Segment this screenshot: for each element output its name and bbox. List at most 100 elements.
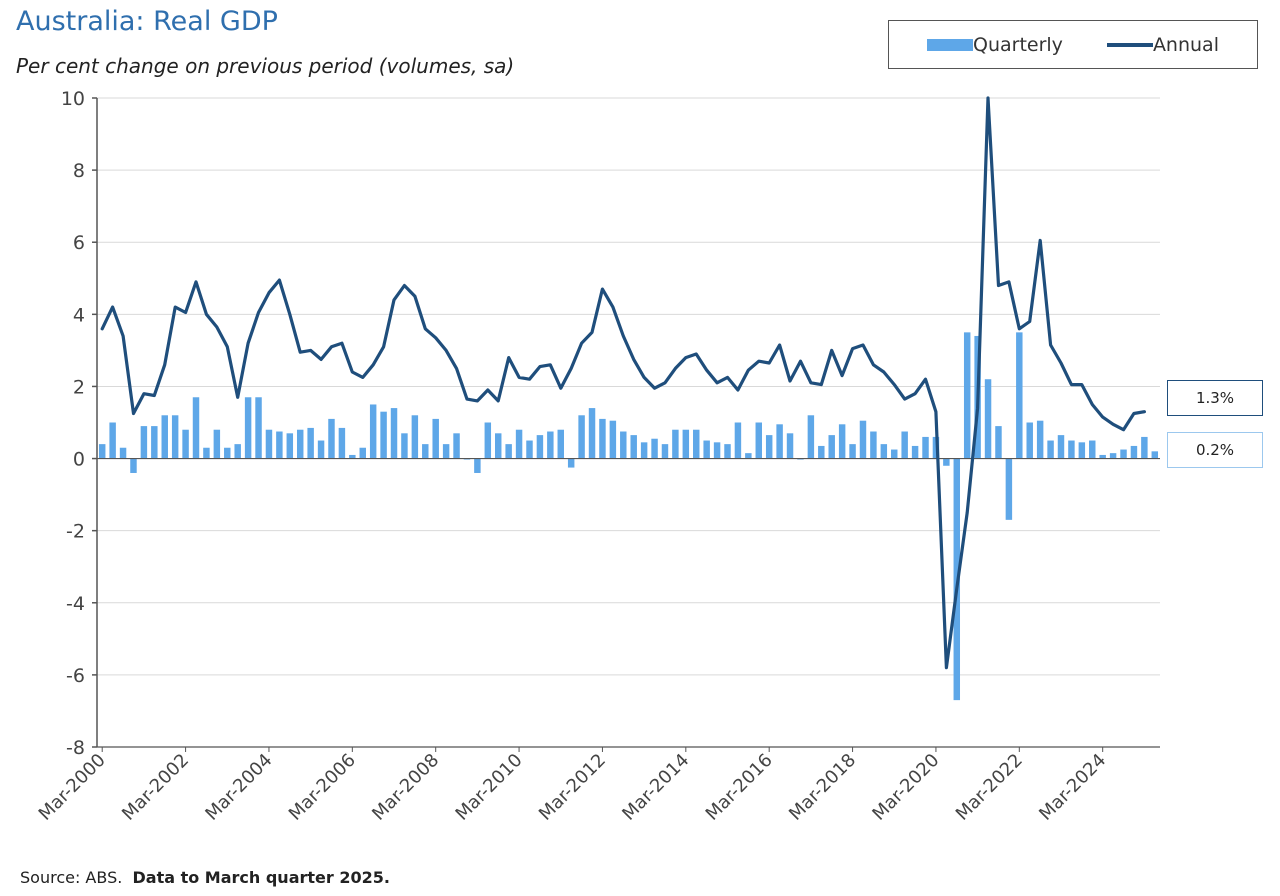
quarterly-bar bbox=[786, 433, 794, 459]
quarterly-bar bbox=[453, 433, 460, 459]
y-tick-label: 4 bbox=[73, 304, 85, 326]
quarterly-bar bbox=[755, 422, 763, 459]
quarterly-bar bbox=[296, 429, 304, 459]
quarterly-bar bbox=[807, 415, 815, 459]
x-tick-label: Mar-2004 bbox=[201, 750, 276, 825]
x-tick-label: Mar-2016 bbox=[702, 750, 777, 825]
quarterly-bar bbox=[265, 429, 273, 459]
quarterly-bar bbox=[422, 444, 429, 459]
quarterly-bar bbox=[401, 433, 408, 459]
quarterly-bar bbox=[1047, 440, 1054, 459]
quarterly-bar bbox=[588, 408, 596, 459]
quarterly-bar bbox=[1057, 435, 1065, 459]
quarterly-bar bbox=[276, 431, 283, 459]
quarterly-bar bbox=[317, 440, 325, 459]
quarterly-bar bbox=[369, 404, 377, 459]
quarterly-bar bbox=[651, 438, 658, 459]
quarterly-bar bbox=[505, 444, 512, 459]
chart-title: Australia: Real GDP bbox=[16, 6, 278, 37]
quarterly-bar bbox=[901, 431, 908, 459]
legend: Quarterly Annual bbox=[888, 20, 1258, 69]
quarterly-bar bbox=[1109, 453, 1117, 459]
quarterly-bar bbox=[724, 444, 731, 459]
quarterly-bar bbox=[515, 429, 523, 459]
quarterly-bar bbox=[672, 429, 679, 459]
x-tick-label: Mar-2014 bbox=[618, 750, 693, 825]
quarterly-bar bbox=[828, 435, 835, 459]
annual-line bbox=[100, 96, 1147, 670]
quarterly-bar bbox=[1036, 420, 1044, 459]
x-tick-label: Mar-2012 bbox=[535, 750, 610, 825]
x-tick-label: Mar-2008 bbox=[368, 750, 443, 825]
y-tick-label: 0 bbox=[73, 449, 85, 471]
legend-label-quarterly: Quarterly bbox=[973, 33, 1063, 56]
quarterly-bar bbox=[870, 431, 877, 459]
legend-bar-swatch-icon bbox=[927, 38, 973, 51]
quarterly-latest-callout: 0.2% bbox=[1167, 432, 1263, 468]
quarterly-bar bbox=[213, 429, 221, 459]
quarterly-bar bbox=[411, 415, 419, 459]
legend-item-quarterly: Quarterly bbox=[889, 34, 1063, 56]
quarterly-bar bbox=[880, 444, 888, 459]
quarterly-bar bbox=[640, 442, 648, 459]
x-tick-label: Mar-2000 bbox=[35, 750, 110, 825]
quarterly-bar bbox=[682, 429, 690, 459]
quarterly-bar bbox=[1089, 440, 1096, 459]
quarterly-bar bbox=[745, 453, 752, 459]
y-tick-label: 8 bbox=[73, 160, 85, 182]
quarterly-bar bbox=[818, 445, 825, 459]
quarterly-bar bbox=[1068, 440, 1075, 459]
quarterly-bar bbox=[1016, 332, 1023, 459]
quarterly-bar bbox=[1005, 458, 1013, 520]
quarterly-bar bbox=[578, 415, 585, 459]
y-tick-label: -8 bbox=[66, 737, 85, 759]
quarterly-bar bbox=[620, 431, 627, 459]
quarterly-bar bbox=[984, 379, 992, 459]
quarterly-bar bbox=[192, 397, 200, 459]
quarterly-bar bbox=[849, 444, 856, 459]
x-tick-label: Mar-2024 bbox=[1035, 750, 1110, 825]
quarterly-bar bbox=[943, 458, 950, 466]
quarterly-bar bbox=[526, 440, 533, 459]
x-tick-label: Mar-2020 bbox=[868, 750, 943, 825]
source-label: Source: ABS. bbox=[20, 868, 123, 887]
quarterly-bar bbox=[1130, 445, 1138, 459]
quarterly-bar bbox=[1141, 436, 1148, 459]
quarterly-bar bbox=[963, 332, 971, 459]
quarterly-bar bbox=[234, 444, 241, 459]
y-tick-label: -6 bbox=[66, 665, 85, 687]
quarterly-bar bbox=[380, 411, 387, 459]
quarterly-bar bbox=[171, 415, 179, 459]
quarterly-bar bbox=[203, 447, 210, 459]
quarterly-bar bbox=[922, 436, 929, 459]
data-note: Data to March quarter 2025. bbox=[132, 868, 390, 887]
quarterly-bar bbox=[182, 429, 189, 459]
x-tick-label: Mar-2002 bbox=[118, 750, 193, 825]
quarterly-bar bbox=[536, 435, 544, 459]
source-note: Source: ABS. Data to March quarter 2025. bbox=[20, 868, 390, 887]
quarterly-bar bbox=[432, 418, 439, 459]
quarterly-bar bbox=[359, 447, 366, 459]
quarterly-bar bbox=[338, 427, 346, 459]
quarterly-bar bbox=[734, 422, 742, 459]
x-tick-label: Mar-2010 bbox=[452, 750, 527, 825]
quarterly-bar bbox=[1099, 454, 1106, 459]
quarterly-bar bbox=[557, 429, 564, 459]
quarterly-bar bbox=[244, 397, 252, 459]
legend-item-annual: Annual bbox=[1063, 34, 1219, 56]
y-tick-label: -2 bbox=[66, 521, 85, 543]
quarterly-bar bbox=[255, 397, 262, 459]
quarterly-bar bbox=[307, 427, 314, 459]
quarterly-bar bbox=[224, 447, 231, 459]
quarterly-bar bbox=[891, 449, 898, 459]
x-tick-label: Mar-2022 bbox=[952, 750, 1027, 825]
quarterly-bar bbox=[765, 435, 773, 459]
quarterly-bar bbox=[599, 418, 606, 459]
quarterly-bar bbox=[328, 418, 335, 459]
chart-subtitle: Per cent change on previous period (volu… bbox=[16, 54, 515, 78]
annual-latest-callout: 1.3% bbox=[1167, 380, 1263, 416]
quarterly-bar bbox=[911, 445, 919, 459]
quarterly-bar bbox=[474, 458, 481, 473]
quarterly-bar bbox=[349, 454, 356, 459]
